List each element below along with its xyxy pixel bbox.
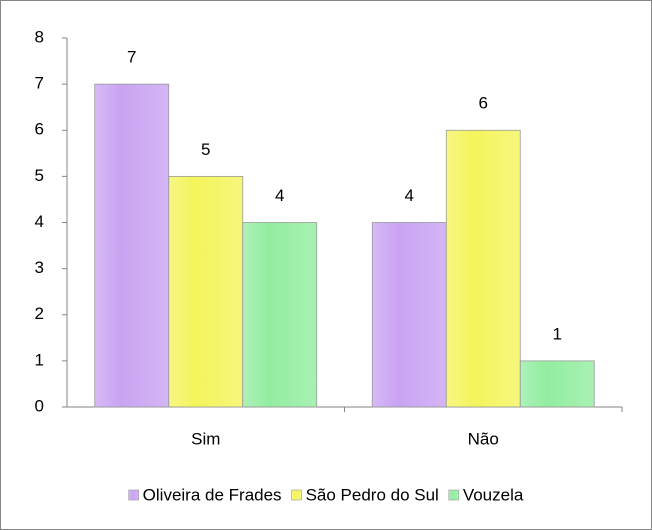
- legend-swatch: [291, 489, 302, 501]
- legend-label: Vouzela: [463, 485, 524, 504]
- legend-label: Oliveira de Frades: [143, 485, 282, 504]
- legend-swatch: [448, 489, 460, 501]
- y-tick-label: 6: [35, 120, 44, 139]
- y-tick-label: 7: [35, 74, 44, 93]
- x-tick-label: Sim: [191, 429, 220, 448]
- y-tick-label: 1: [35, 350, 44, 369]
- bar: [519, 360, 595, 408]
- data-label: 4: [405, 186, 414, 205]
- y-tick-label: 5: [35, 166, 44, 185]
- y-tick-label: 4: [35, 212, 44, 231]
- data-label: 5: [201, 140, 210, 159]
- data-label: 7: [127, 48, 136, 67]
- y-tick-label: 0: [35, 396, 44, 415]
- bar: [242, 222, 318, 408]
- bar: [94, 83, 170, 408]
- legend-swatch: [128, 489, 139, 501]
- legend-label: São Pedro do Sul: [306, 485, 439, 504]
- y-tick-label: 8: [35, 27, 44, 46]
- data-label: 1: [553, 324, 562, 343]
- data-label: 6: [479, 94, 488, 113]
- bar: [445, 129, 521, 408]
- bar: [371, 222, 447, 408]
- x-tick-label: Não: [468, 429, 499, 448]
- bar: [168, 175, 244, 408]
- data-label: 4: [275, 186, 284, 205]
- y-tick-label: 3: [35, 258, 44, 277]
- y-tick-label: 2: [35, 304, 44, 323]
